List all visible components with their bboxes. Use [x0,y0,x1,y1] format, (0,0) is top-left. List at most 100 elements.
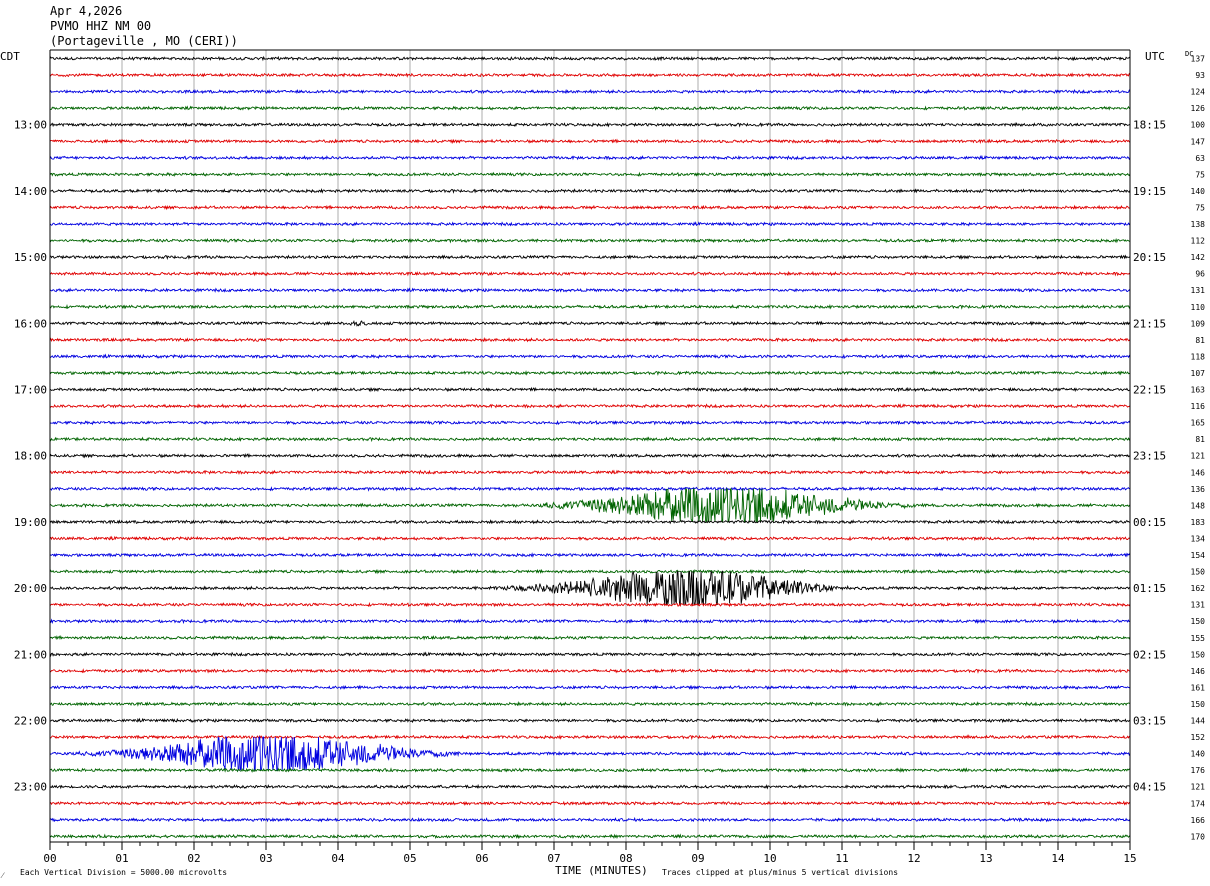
dc-offset-value: 134 [1191,534,1206,543]
x-tick-label: 07 [547,852,560,865]
right-hour-label: 00:15 [1133,516,1166,529]
right-timezone-label: UTC [1145,50,1165,63]
dc-offset-value: 144 [1191,717,1206,726]
dc-offset-value: 81 [1195,336,1205,345]
dc-offset-value: 148 [1191,501,1206,510]
left-hour-label: 16:00 [14,317,47,330]
trace-row-32 [49,570,1131,606]
trace-row-11 [49,237,1131,244]
right-hour-label: 23:15 [1133,450,1166,463]
seismic-traces [49,55,1131,840]
trace-row-36 [49,651,1131,658]
dc-offset-value: 75 [1195,170,1205,179]
trace-row-35 [49,634,1131,641]
trace-row-26 [49,485,1131,492]
x-tick-label: 13 [979,852,992,865]
right-hour-label: 04:15 [1133,781,1166,794]
trace-row-41 [49,734,1131,741]
dc-offset-value: 75 [1195,203,1205,212]
trace-row-8 [49,188,1131,194]
dc-offset-value: 140 [1191,750,1206,759]
trace-row-28 [49,519,1130,525]
trace-row-31 [49,568,1131,575]
right-hour-label: 03:15 [1133,715,1166,728]
dc-offset-value: 166 [1191,816,1206,825]
trace-row-5 [49,138,1131,145]
trace-row-9 [49,204,1131,211]
dc-offset-value: 121 [1191,452,1206,461]
right-hour-label: 02:15 [1133,648,1166,661]
dc-offset-value: 154 [1191,551,1206,560]
left-hour-label: 18:00 [14,450,47,463]
x-tick-label: 06 [475,852,488,865]
trace-row-27 [49,488,1131,524]
dc-offset-value: 150 [1191,700,1206,709]
dc-offset-value: 162 [1191,584,1206,593]
right-hour-label: 22:15 [1133,384,1166,397]
left-hour-label: 15:00 [14,251,47,264]
dc-offset-value: 110 [1191,303,1206,312]
dc-offset-value: 131 [1191,286,1206,295]
dc-offset-value: 109 [1191,319,1206,328]
trace-row-38 [49,684,1131,691]
dc-offset-value: 163 [1191,386,1206,395]
right-hour-label: 19:15 [1133,185,1166,198]
x-tick-label: 03 [259,852,272,865]
dc-offset-value: 150 [1191,568,1206,577]
trace-row-39 [49,701,1131,707]
trace-row-6 [49,154,1131,161]
dc-offset-value: 137 [1191,55,1206,64]
trace-row-19 [49,370,1131,376]
x-tick-label: 15 [1123,852,1136,865]
trace-row-13 [49,270,1131,277]
right-hour-label: 20:15 [1133,251,1166,264]
trace-row-40 [49,717,1131,724]
dc-offset-value: 100 [1191,121,1206,130]
plot-frame [49,49,1131,850]
dc-offset-value: 121 [1191,783,1206,792]
dc-offset-value: 150 [1191,617,1206,626]
dc-offset-value: 131 [1191,601,1206,610]
dc-offset-value: 170 [1191,832,1206,841]
x-tick-label: 10 [763,852,776,865]
dc-column-label: DC [1185,50,1193,58]
trace-row-25 [49,469,1131,475]
dc-offset-value: 146 [1191,468,1206,477]
x-tick-label: 05 [403,852,416,865]
left-hour-label: 23:00 [14,781,47,794]
x-tick-label: 14 [1051,852,1065,865]
trace-row-34 [49,618,1130,625]
trace-row-21 [49,403,1131,409]
dc-offset-value: 140 [1191,187,1206,196]
clip-note: Traces clipped at plus/minus 5 vertical … [662,868,898,877]
dc-offset-value: 147 [1191,137,1206,146]
dc-offset-value: 116 [1191,402,1206,411]
trace-row-45 [49,800,1131,806]
axis-labels: 00 01 02 03 04 05 06 07 08 09 10 11 12 13 14 15 13:00 14:… [14,55,1205,866]
dc-offset-value: 161 [1191,683,1206,692]
trace-row-33 [49,601,1131,608]
dc-offset-value: 124 [1191,88,1206,97]
left-hour-label: 22:00 [14,715,47,728]
right-hour-label: 18:15 [1133,119,1166,132]
left-timezone-label: CDT [0,50,20,63]
dc-offset-value: 165 [1191,419,1206,428]
trace-row-12 [50,254,1131,261]
trace-row-10 [49,221,1131,227]
dc-offset-value: 107 [1191,369,1206,378]
dc-offset-value: 152 [1191,733,1206,742]
dc-offset-value: 174 [1191,799,1206,808]
dc-offset-value: 112 [1191,237,1206,246]
left-hour-label: 14:00 [14,185,47,198]
left-hour-label: 17:00 [14,384,47,397]
trace-row-1 [49,72,1131,78]
trace-row-23 [49,436,1131,443]
x-tick-label: 11 [835,852,848,865]
dc-offset-value: 183 [1191,518,1206,527]
station-code: PVMO HHZ NM 00 [50,19,152,33]
trace-row-18 [49,353,1131,360]
trace-row-20 [49,386,1131,393]
trace-row-37 [49,668,1131,674]
trace-row-17 [49,337,1131,343]
